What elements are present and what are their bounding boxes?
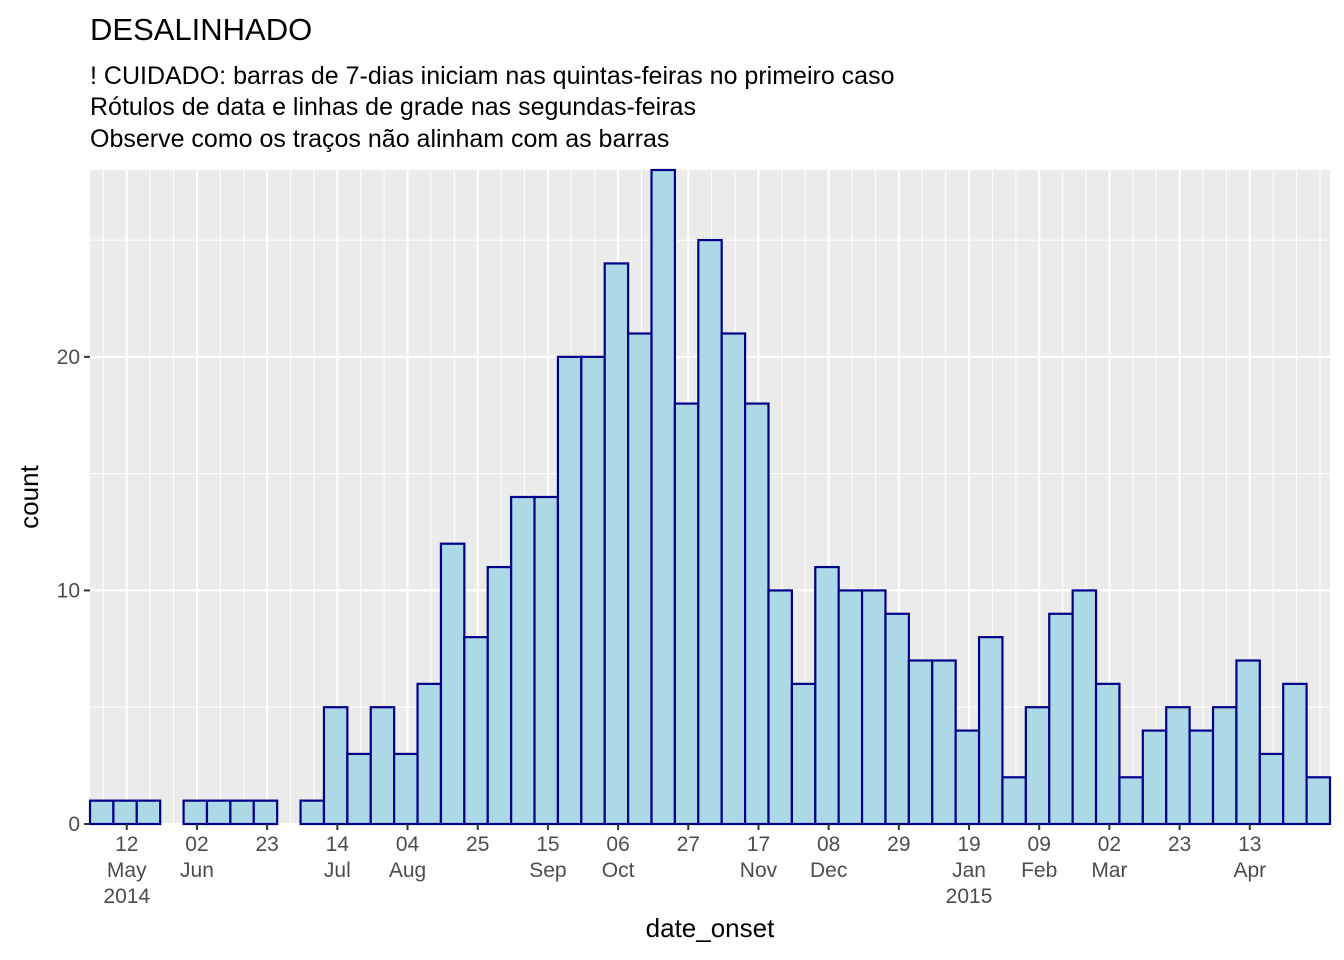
x-tick-label: May xyxy=(107,859,147,882)
x-tick-label: Aug xyxy=(389,859,426,882)
bar xyxy=(439,542,466,826)
bar xyxy=(1094,682,1121,826)
bar xyxy=(393,752,419,826)
x-tick-label: Jul xyxy=(324,859,351,882)
bar xyxy=(814,565,840,826)
axes: 0 10 20 12 May 2014 02 Jun 23 14 Jul 04 Aug 25 15 Sep 06… xyxy=(57,346,1266,908)
x-tick-label: 14 xyxy=(326,833,350,856)
bar xyxy=(1118,776,1144,826)
bar xyxy=(697,238,723,826)
bar xyxy=(720,332,747,826)
bar xyxy=(416,682,443,826)
bar xyxy=(627,332,653,826)
bar xyxy=(603,262,630,826)
x-tick-label: Nov xyxy=(740,859,778,882)
histogram-bars xyxy=(88,168,1332,826)
x-tick-label: 04 xyxy=(396,833,420,856)
y-tick-label: 20 xyxy=(57,346,80,369)
bar xyxy=(556,355,583,826)
bar xyxy=(1188,729,1215,826)
x-tick-label: 09 xyxy=(1028,833,1051,856)
bar xyxy=(884,612,910,826)
x-tick-label: 13 xyxy=(1238,833,1261,856)
bar xyxy=(299,799,326,826)
bar xyxy=(673,402,700,826)
x-tick-label: Apr xyxy=(1233,859,1266,882)
bar xyxy=(767,589,793,826)
bar xyxy=(463,636,489,826)
bar xyxy=(743,402,770,826)
bar xyxy=(907,659,934,826)
bar xyxy=(650,168,677,826)
y-axis-title: count xyxy=(14,464,44,528)
chart-subtitle-line-2: Rótulos de data e linhas de grade nas se… xyxy=(90,93,696,121)
bar xyxy=(486,565,513,826)
x-tick-label: Jan xyxy=(952,859,986,882)
bar xyxy=(322,706,349,826)
bar xyxy=(135,799,162,826)
bar xyxy=(931,659,957,826)
bar xyxy=(1048,612,1074,826)
bar xyxy=(1305,776,1332,826)
x-tick-label: Jun xyxy=(180,859,214,882)
x-tick-label: 2015 xyxy=(946,885,993,908)
x-tick-label: 23 xyxy=(1168,833,1191,856)
x-tick-label: 06 xyxy=(606,833,629,856)
x-tick-label: 23 xyxy=(255,833,278,856)
y-tick-label: 10 xyxy=(57,579,80,602)
bar xyxy=(1282,682,1308,826)
x-tick-label: 27 xyxy=(677,833,700,856)
bar xyxy=(1001,776,1027,826)
bar xyxy=(1024,706,1051,826)
bar xyxy=(205,799,232,826)
bar xyxy=(1258,752,1285,826)
chart-title: DESALINHADO xyxy=(90,12,312,47)
bar xyxy=(1141,729,1168,826)
x-tick-label: Dec xyxy=(810,859,847,882)
x-tick-label: 15 xyxy=(536,833,559,856)
x-tick-label: Sep xyxy=(529,859,566,882)
bar xyxy=(182,799,209,826)
bar xyxy=(533,495,560,826)
x-tick-label: Mar xyxy=(1091,859,1127,882)
bar xyxy=(369,706,396,826)
x-tick-label: 25 xyxy=(466,833,489,856)
bar xyxy=(1165,706,1191,826)
bar xyxy=(860,589,887,826)
bar xyxy=(1235,659,1261,826)
x-tick-label: Oct xyxy=(602,859,635,882)
chart-subtitle-line-1: ! CUIDADO: barras de 7-dias iniciam nas … xyxy=(90,62,894,90)
x-tick-label: 12 xyxy=(115,833,138,856)
x-tick-label: 17 xyxy=(747,833,770,856)
bar xyxy=(252,799,279,826)
x-tick-label: 29 xyxy=(887,833,910,856)
x-axis-title: date_onset xyxy=(646,913,775,943)
chart-subtitle-line-3: Observe como os traços não alinham com a… xyxy=(90,125,669,153)
y-tick-label: 0 xyxy=(68,813,80,836)
bar xyxy=(1211,706,1238,826)
x-tick-label: 2014 xyxy=(103,885,150,908)
bar xyxy=(112,799,138,826)
bar xyxy=(580,355,606,826)
bar xyxy=(977,636,1004,826)
bar xyxy=(88,799,115,826)
bar xyxy=(229,799,255,826)
bar xyxy=(790,682,817,826)
x-tick-label: Feb xyxy=(1021,859,1057,882)
bar xyxy=(1071,589,1098,826)
bar xyxy=(954,729,981,826)
x-tick-label: 02 xyxy=(185,833,208,856)
bar xyxy=(510,495,536,826)
x-tick-label: 19 xyxy=(957,833,980,856)
x-tick-label: 08 xyxy=(817,833,840,856)
x-tick-label: 02 xyxy=(1098,833,1121,856)
bar xyxy=(346,752,372,826)
bar xyxy=(837,589,864,826)
